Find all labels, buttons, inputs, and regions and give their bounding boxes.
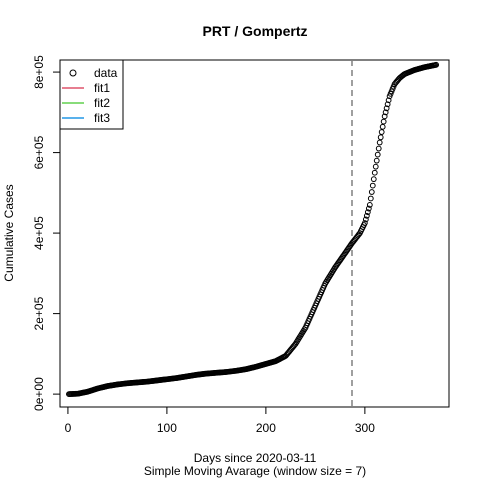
data-point <box>367 195 374 202</box>
legend-marker <box>69 69 77 77</box>
x-tick-label: 0 <box>65 421 72 435</box>
data-point <box>433 61 440 68</box>
data-point <box>374 151 381 158</box>
data-point <box>370 176 377 183</box>
data-point <box>369 182 376 189</box>
data-point <box>384 101 391 108</box>
legend-label: fit3 <box>94 111 110 125</box>
x-tick-label: 100 <box>157 421 177 435</box>
x-axis-label: Days since 2020-03-11 <box>194 451 317 465</box>
data-point <box>376 139 383 146</box>
data-point <box>381 113 388 120</box>
y-axis: 0e+00 2e+05 4e+05 6e+05 8e+05 <box>32 55 61 411</box>
y-tick-label: 2e+05 <box>32 296 46 330</box>
x-axis: 0 100 200 300 <box>65 406 375 435</box>
data-point <box>363 212 370 219</box>
data-point <box>371 169 378 176</box>
data-point <box>378 129 385 135</box>
y-tick-label: 0e+00 <box>32 377 46 411</box>
legend-label: fit2 <box>94 96 110 110</box>
data-series <box>66 61 440 398</box>
y-tick-label: 6e+05 <box>32 135 46 169</box>
data-point <box>375 145 382 152</box>
data-point <box>383 105 390 112</box>
data-point <box>385 97 392 104</box>
data-point <box>373 157 380 164</box>
data-point <box>372 163 379 170</box>
y-axis-label: Cumulative Cases <box>2 184 16 281</box>
y-tick-label: 8e+05 <box>32 55 46 89</box>
data-point <box>380 118 387 125</box>
data-point <box>379 123 386 130</box>
y-tick-label: 4e+05 <box>32 216 46 250</box>
chart-title: PRT / Gompertz <box>202 23 307 39</box>
legend-label: fit1 <box>94 81 110 95</box>
legend-label: data <box>94 66 118 80</box>
chart-subtitle: Simple Moving Avarage (window size = 7) <box>144 464 366 478</box>
x-tick-label: 300 <box>355 421 375 435</box>
data-point <box>364 209 371 216</box>
data-point <box>361 220 368 226</box>
data-point <box>366 202 373 208</box>
data-point <box>382 109 389 116</box>
data-point <box>362 216 369 223</box>
data-point <box>365 205 372 212</box>
data-point <box>377 134 384 141</box>
data-point <box>368 189 375 195</box>
x-tick-label: 200 <box>256 421 276 435</box>
